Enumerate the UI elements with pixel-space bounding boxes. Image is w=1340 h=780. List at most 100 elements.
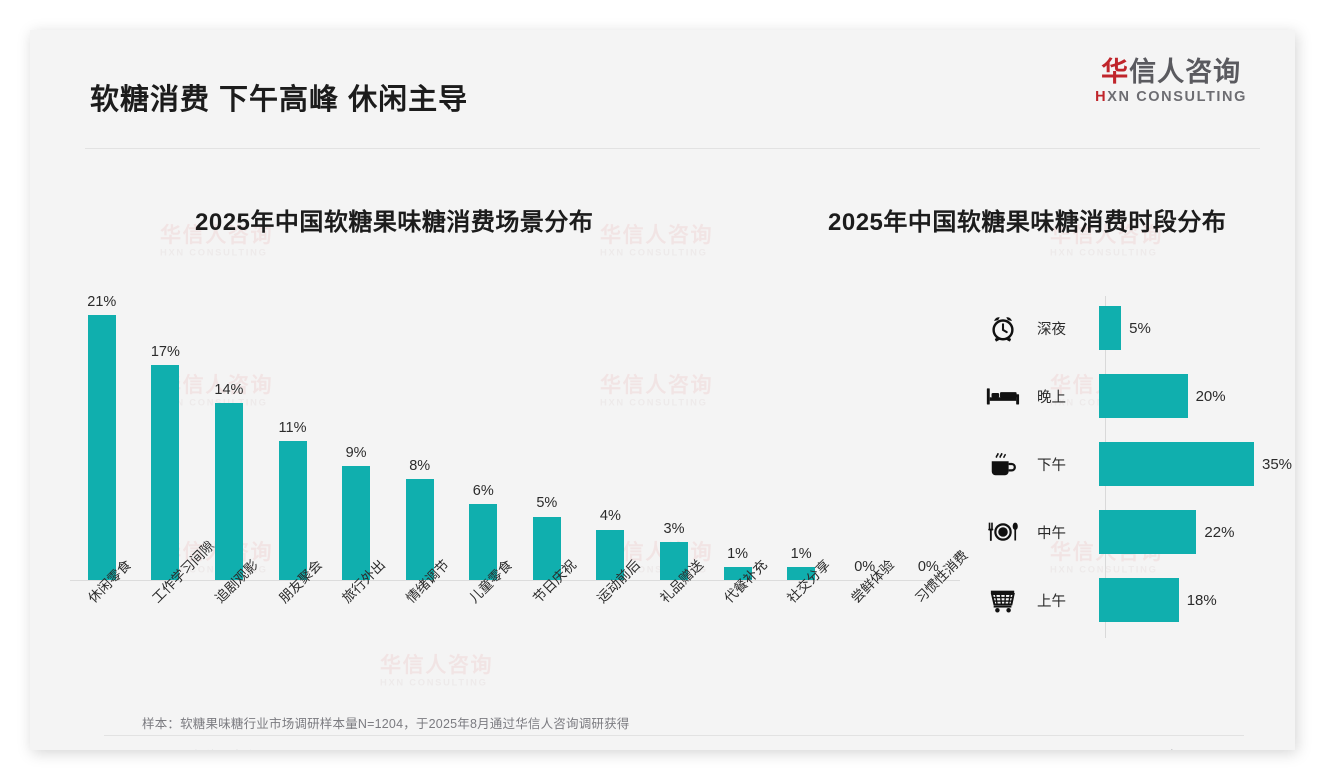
scenario-bar-column: 6% [451,285,515,580]
logo-en-accent: H [1095,89,1108,106]
copyright-text: ©2025.10 HXR华信人咨询 [104,746,257,750]
scenario-bar [87,315,116,580]
timeofday-value-label: 18% [1186,591,1217,609]
scenario-bar [596,529,625,580]
scenario-bar-value-label: 14% [214,381,244,398]
timeofday-category-label: 下午 [1037,457,1066,474]
scenario-category-slot: 朋友聚会 [261,557,325,682]
watermark-en: HXN CONSULTING [600,246,708,258]
scenario-bar [532,516,561,580]
timeofday-row: 上午 18% [975,566,1295,634]
scenario-bar [214,403,243,580]
scenario-bar-column: 14% [197,285,261,580]
scenario-bar-value-label: 1% [790,545,812,562]
scenario-bar-value-label: 9% [345,444,367,461]
page-title: 软糖消费 下午高峰 休闲主导 [90,84,469,116]
scenario-category-slot: 代餐补充 [706,557,770,682]
scenario-category-labels: 休闲零食 工作学习间隙 追剧观影 朋友聚会 旅行外出 情绪调节 儿童零食 节日庆祝 运动前后 礼品… [70,538,970,682]
scenario-bar [723,567,752,580]
scenario-category-slot: 工作学习间隙 [134,538,217,682]
timeofday-bar-wrap: 18% [1099,566,1295,634]
watermark-en: HXN CONSULTING [160,246,268,258]
plate-cutlery-icon [975,519,1031,545]
scenario-x-axis-line [70,580,960,581]
scenario-bar-column: 8% [388,285,452,580]
scenario-category-slot: 尝鲜体验 [833,557,897,682]
scenario-bar-column: 0% [897,285,961,580]
scenario-category-slot: 儿童零食 [451,557,516,682]
scenario-category-slot: 追剧观影 [197,557,261,682]
scenario-category-slot: 节日庆祝 [515,557,579,682]
timeofday-category-label: 上午 [1037,593,1066,610]
shopping-cart-icon [975,586,1031,614]
scenario-bar-value-label: 21% [87,293,117,310]
scenario-bar-column: 0% [833,285,897,580]
timeofday-bar-wrap: 22% [1099,498,1295,566]
right-chart-title: 2025年中国软糖果味糖消费时段分布 [828,209,1227,236]
slide-header: 软糖消费 下午高峰 休闲主导 华信人咨询 HXN CONSULTING [30,30,1295,149]
scenario-bar [405,479,434,580]
scenario-bar-column: 1% [769,285,833,580]
scenario-bar-column: 17% [134,285,198,580]
bed-icon [975,384,1031,408]
company-logo: 华信人咨询 HXN CONSULTING [1095,58,1247,106]
timeofday-row: 晚上 20% [975,362,1295,430]
watermark-cn: 华信人咨询 [600,223,714,247]
timeofday-bar-chart: 深夜 5% 晚上 20% 下午 35% 中午 22% 上午 18% [975,292,1295,642]
scenario-category-slot: 旅行外出 [324,557,389,682]
watermark-en: HXN CONSULTING [1050,246,1158,258]
logo-chinese-text: 华信人咨询 [1095,58,1247,86]
alarm-clock-icon [975,313,1031,343]
scenario-bar [151,365,180,580]
left-chart-title: 2025年中国软糖果味糖消费场景分布 [195,209,594,236]
footer-divider [104,735,1244,736]
scenario-bar-column: 11% [261,285,325,580]
scenario-bar-column: 3% [642,285,706,580]
scenario-bar-column: 4% [579,285,643,580]
scenario-category-slot: 社交分享 [769,557,834,682]
logo-en-rest: XN CONSULTING [1107,89,1247,106]
scenario-bar [659,542,688,580]
slide-canvas: 华信人咨询 HXN CONSULTING 华信人咨询 HXN CONSULTIN… [30,30,1295,750]
website-text: www.hxrcon.com [1141,748,1235,750]
scenario-bar [278,441,307,580]
scenario-bar-value-label: 0% [917,558,939,575]
timeofday-bar [1099,442,1254,486]
scenario-bar-value-label: 6% [472,482,494,499]
timeofday-bar-wrap: 5% [1099,294,1295,362]
scenario-bar-plot: 21% 17% 14% 11% 9% 8% 6% 5% 4% 3% 1% 1% 0% 0% [70,285,960,580]
sample-note: 样本：软糖果味糖行业市场调研样本量N=1204，于2025年8月通过华信人咨询调… [142,717,630,731]
timeofday-category-label: 晚上 [1037,389,1066,406]
timeofday-category-label: 深夜 [1037,321,1066,338]
timeofday-value-label: 20% [1195,387,1226,405]
scenario-bar-value-label: 5% [536,495,558,512]
timeofday-value-label: 22% [1204,523,1235,541]
scenario-category-slot: 情绪调节 [388,557,452,682]
watermark: 华信人咨询 HXN CONSULTING [600,225,713,257]
logo-cn-accent: 华 [1101,57,1130,87]
scenario-bar-value-label: 0% [854,558,876,575]
timeofday-value-label: 5% [1129,319,1151,337]
scenario-bar-value-label: 8% [409,457,431,474]
scenario-bar-value-label: 1% [727,545,749,562]
timeofday-value-label: 35% [1262,455,1293,473]
coffee-cup-icon [975,449,1031,479]
scenario-bar-value-label: 4% [599,508,621,525]
timeofday-bar [1099,306,1122,350]
timeofday-bar [1099,374,1188,418]
scenario-bar-column: 5% [515,285,579,580]
logo-english-text: HXN CONSULTING [1095,89,1247,105]
logo-cn-rest: 信人咨询 [1129,57,1242,87]
scenario-bar-value-label: 11% [278,419,307,436]
scenario-bar-column: 9% [324,285,388,580]
timeofday-row: 下午 35% [975,430,1295,498]
timeofday-bar-wrap: 20% [1099,362,1295,430]
timeofday-bar-wrap: 35% [1099,430,1295,498]
timeofday-bar [1099,578,1179,622]
scenario-bar [787,567,816,580]
scenario-category-slot: 习惯性消费 [897,548,970,682]
scenario-bar-chart: 21% 17% 14% 11% 9% 8% 6% 5% 4% 3% 1% 1% 0% 0% [70,285,960,595]
timeofday-bar [1099,510,1197,554]
timeofday-row: 中午 22% [975,498,1295,566]
scenario-bar-column: 1% [706,285,770,580]
